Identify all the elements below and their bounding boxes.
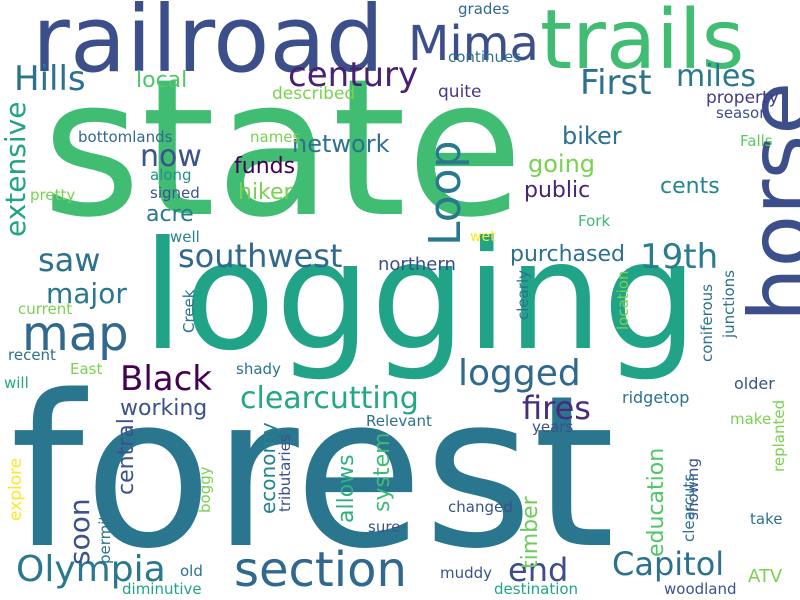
word-fires: fires	[522, 389, 591, 427]
word-property: property	[706, 88, 779, 108]
word-recent: recent	[8, 346, 56, 364]
word-economy: economy	[256, 422, 280, 514]
word-network: network	[292, 130, 390, 158]
word-grades: grades	[458, 0, 510, 18]
word-forest: forest	[10, 350, 616, 595]
word-trails: trails	[540, 0, 745, 88]
word-relevant: Relevant	[366, 412, 432, 430]
word-black: Black	[120, 359, 212, 399]
word-acre: acre	[146, 202, 194, 227]
word-state: state	[42, 38, 524, 259]
word-olympia: Olympia	[16, 549, 166, 590]
word-century: century	[288, 55, 419, 95]
word-saw: saw	[38, 241, 101, 279]
word-take: take	[750, 510, 783, 528]
word-working: working	[120, 396, 208, 421]
word-clearcutting: clearcutting	[240, 381, 419, 416]
word-logging: logging	[142, 210, 698, 384]
word-map: map	[22, 306, 129, 362]
word-bottomlands: bottomlands	[78, 128, 173, 146]
word-central: central	[114, 418, 139, 495]
word-names: names	[250, 128, 301, 146]
word-education: education	[644, 447, 669, 557]
word-location: location	[614, 270, 632, 330]
word-continues: continues	[448, 48, 522, 66]
word-described: described	[272, 84, 356, 104]
word-tributaries: tributaries	[276, 434, 294, 512]
word-clearly: clearly	[514, 269, 532, 320]
word-sure: sure	[368, 518, 401, 536]
word-wet: wet	[470, 229, 496, 245]
word-pretty: pretty	[30, 186, 76, 204]
word-funds: funds	[234, 154, 296, 179]
word-older: older	[734, 374, 775, 393]
word-ridgetop: ridgetop	[622, 388, 690, 407]
word-miles: miles	[676, 59, 756, 94]
word-major: major	[46, 277, 127, 310]
word-now: now	[140, 139, 202, 174]
word-hills: Hills	[14, 59, 86, 99]
word-capitol: Capitol	[612, 545, 725, 583]
word-well: well	[170, 228, 200, 246]
word-permitted: permitted	[96, 490, 114, 564]
word-boggy: boggy	[196, 466, 214, 513]
word-quite: quite	[438, 82, 482, 102]
word-timber: timber	[518, 496, 543, 569]
word-local: local	[136, 68, 188, 93]
word-muddy: muddy	[440, 564, 493, 582]
word-loop: Loop	[420, 140, 471, 246]
word-hiker: hiker	[238, 180, 293, 205]
word-junctions: junctions	[720, 270, 738, 338]
word-allows: allows	[334, 454, 359, 523]
word-logged: logged	[458, 353, 581, 394]
word-years: years	[532, 418, 574, 436]
word-cents: cents	[660, 174, 720, 199]
word-soon: soon	[63, 498, 96, 565]
word-destination: destination	[494, 580, 579, 598]
word-season: season	[716, 104, 769, 122]
word-19th: 19th	[640, 237, 719, 277]
word-signed: signed	[150, 184, 200, 202]
word-purchased: purchased	[510, 242, 625, 267]
word-southwest: southwest	[178, 237, 343, 275]
word-changed: changed	[448, 498, 513, 516]
word-atv: ATV	[748, 566, 783, 587]
word-along: along	[150, 166, 192, 184]
word-shady: shady	[236, 360, 281, 378]
word-woodland: woodland	[664, 580, 737, 598]
word-first: First	[580, 63, 652, 103]
word-falls: Falls	[740, 132, 773, 150]
word-fork: Fork	[578, 212, 611, 230]
word-will: will	[4, 374, 29, 392]
word-extensive: extensive	[0, 101, 32, 237]
word-clearcuts: clearcuts	[680, 473, 698, 542]
word-coniferous: coniferous	[698, 284, 716, 362]
word-end: end	[508, 551, 569, 589]
word-section: section	[234, 542, 407, 598]
word-replanted: replanted	[770, 399, 788, 472]
word-system: system	[370, 432, 395, 512]
word-public: public	[524, 178, 591, 203]
word-northern: northern	[378, 254, 456, 275]
word-biker: biker	[562, 122, 622, 150]
word-explore: explore	[6, 457, 26, 521]
word-old: old	[180, 562, 203, 580]
word-diminutive: diminutive	[122, 580, 202, 598]
word-creek: Creek	[180, 289, 198, 333]
word-current: current	[18, 300, 73, 318]
word-make: make	[730, 410, 772, 428]
word-going: going	[528, 150, 596, 178]
word-east: East	[70, 360, 103, 378]
word-railroad: railroad	[32, 0, 385, 93]
word-mima: Mima	[408, 16, 539, 72]
